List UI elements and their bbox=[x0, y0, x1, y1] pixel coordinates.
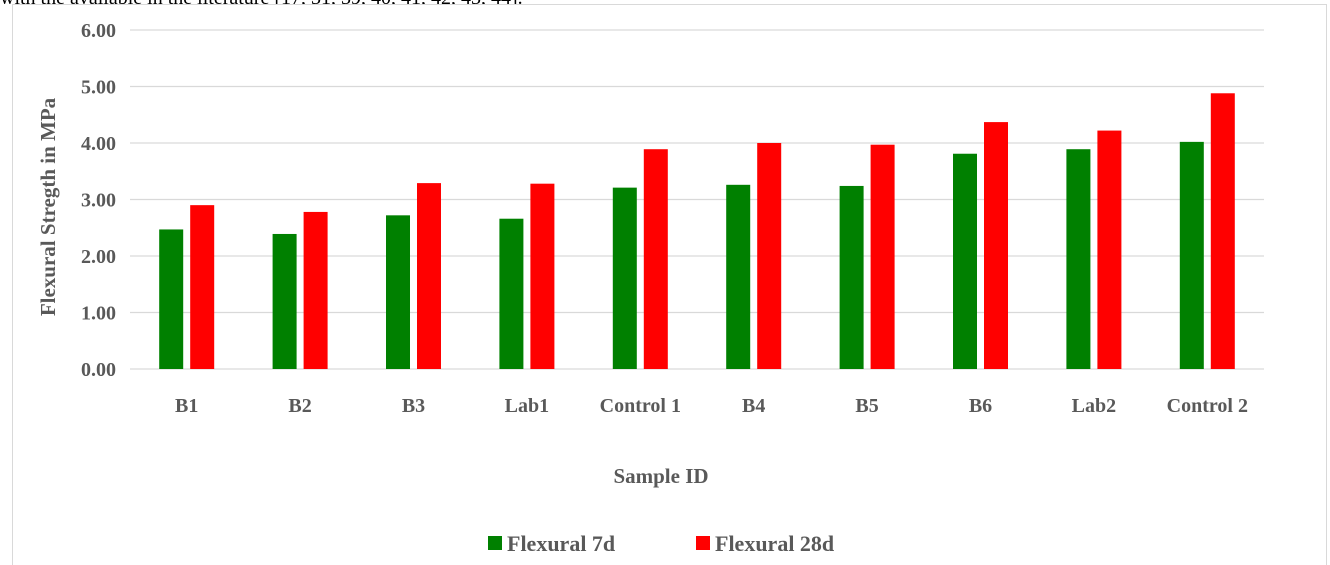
x-tick-label: B3 bbox=[402, 395, 425, 417]
y-tick-label: 4.00 bbox=[81, 133, 116, 155]
bar-flexural-28d bbox=[870, 144, 895, 369]
bar-flexural-28d bbox=[417, 183, 441, 369]
legend-swatch-flexural-28d bbox=[696, 536, 710, 550]
legend-label-flexural-7d: Flexural 7d bbox=[507, 531, 615, 556]
y-axis-title: Flexural Stregth in MPa bbox=[36, 97, 60, 316]
y-tick-label: 6.00 bbox=[81, 20, 116, 42]
bar-flexural-7d bbox=[953, 153, 977, 369]
x-tick-label: Control 2 bbox=[1167, 395, 1248, 417]
x-tick-label: B1 bbox=[175, 395, 198, 417]
bar-flexural-28d bbox=[984, 122, 1008, 369]
bar-flexural-7d bbox=[272, 233, 297, 369]
bar-flexural-28d bbox=[303, 211, 328, 369]
bar-flexural-7d bbox=[1179, 141, 1204, 369]
x-tick-label: B6 bbox=[969, 395, 992, 417]
x-axis-title: Sample ID bbox=[613, 464, 708, 488]
bar-flexural-28d bbox=[643, 149, 668, 369]
y-tick-label: 5.00 bbox=[81, 77, 116, 99]
x-tick-label: Lab1 bbox=[505, 395, 549, 417]
bar-flexural-7d bbox=[612, 187, 637, 369]
bar-flexural-7d bbox=[1066, 149, 1091, 369]
bar-flexural-7d bbox=[159, 229, 184, 369]
legend-swatch-flexural-7d bbox=[488, 536, 502, 550]
x-tick-label: Lab2 bbox=[1072, 395, 1116, 417]
legend-label-flexural-28d: Flexural 28d bbox=[715, 531, 834, 556]
bar-flexural-7d bbox=[726, 184, 751, 369]
bar-flexural-28d bbox=[1210, 93, 1235, 369]
bar-flexural-7d bbox=[499, 218, 524, 369]
y-tick-label: 3.00 bbox=[81, 190, 116, 212]
bar-flexural-28d bbox=[757, 143, 782, 369]
bar-flexural-28d bbox=[190, 205, 215, 369]
y-tick-label: 2.00 bbox=[81, 246, 116, 268]
bars bbox=[159, 93, 1235, 369]
y-tick-label: 0.00 bbox=[81, 359, 116, 381]
bar-flexural-7d bbox=[386, 215, 410, 369]
bar-flexural-28d bbox=[1097, 130, 1122, 369]
x-tick-label: B2 bbox=[288, 395, 311, 417]
x-tick-label: Control 1 bbox=[600, 395, 681, 417]
x-tick-label: B5 bbox=[855, 395, 878, 417]
bar-flexural-28d bbox=[530, 183, 555, 369]
legend: Flexural 7d Flexural 28d bbox=[488, 531, 834, 556]
bar-flexural-7d bbox=[839, 185, 864, 369]
y-tick-labels: 0.00 1.00 2.00 3.00 4.00 5.00 6.00 bbox=[81, 20, 116, 381]
x-tick-label: B4 bbox=[742, 395, 765, 417]
gridlines bbox=[130, 29, 1264, 370]
x-tick-labels: B1 B2 B3 Lab1 Control 1 B4 B5 B6 Lab2 Control 2 bbox=[175, 395, 1248, 417]
y-tick-label: 1.00 bbox=[81, 303, 116, 325]
